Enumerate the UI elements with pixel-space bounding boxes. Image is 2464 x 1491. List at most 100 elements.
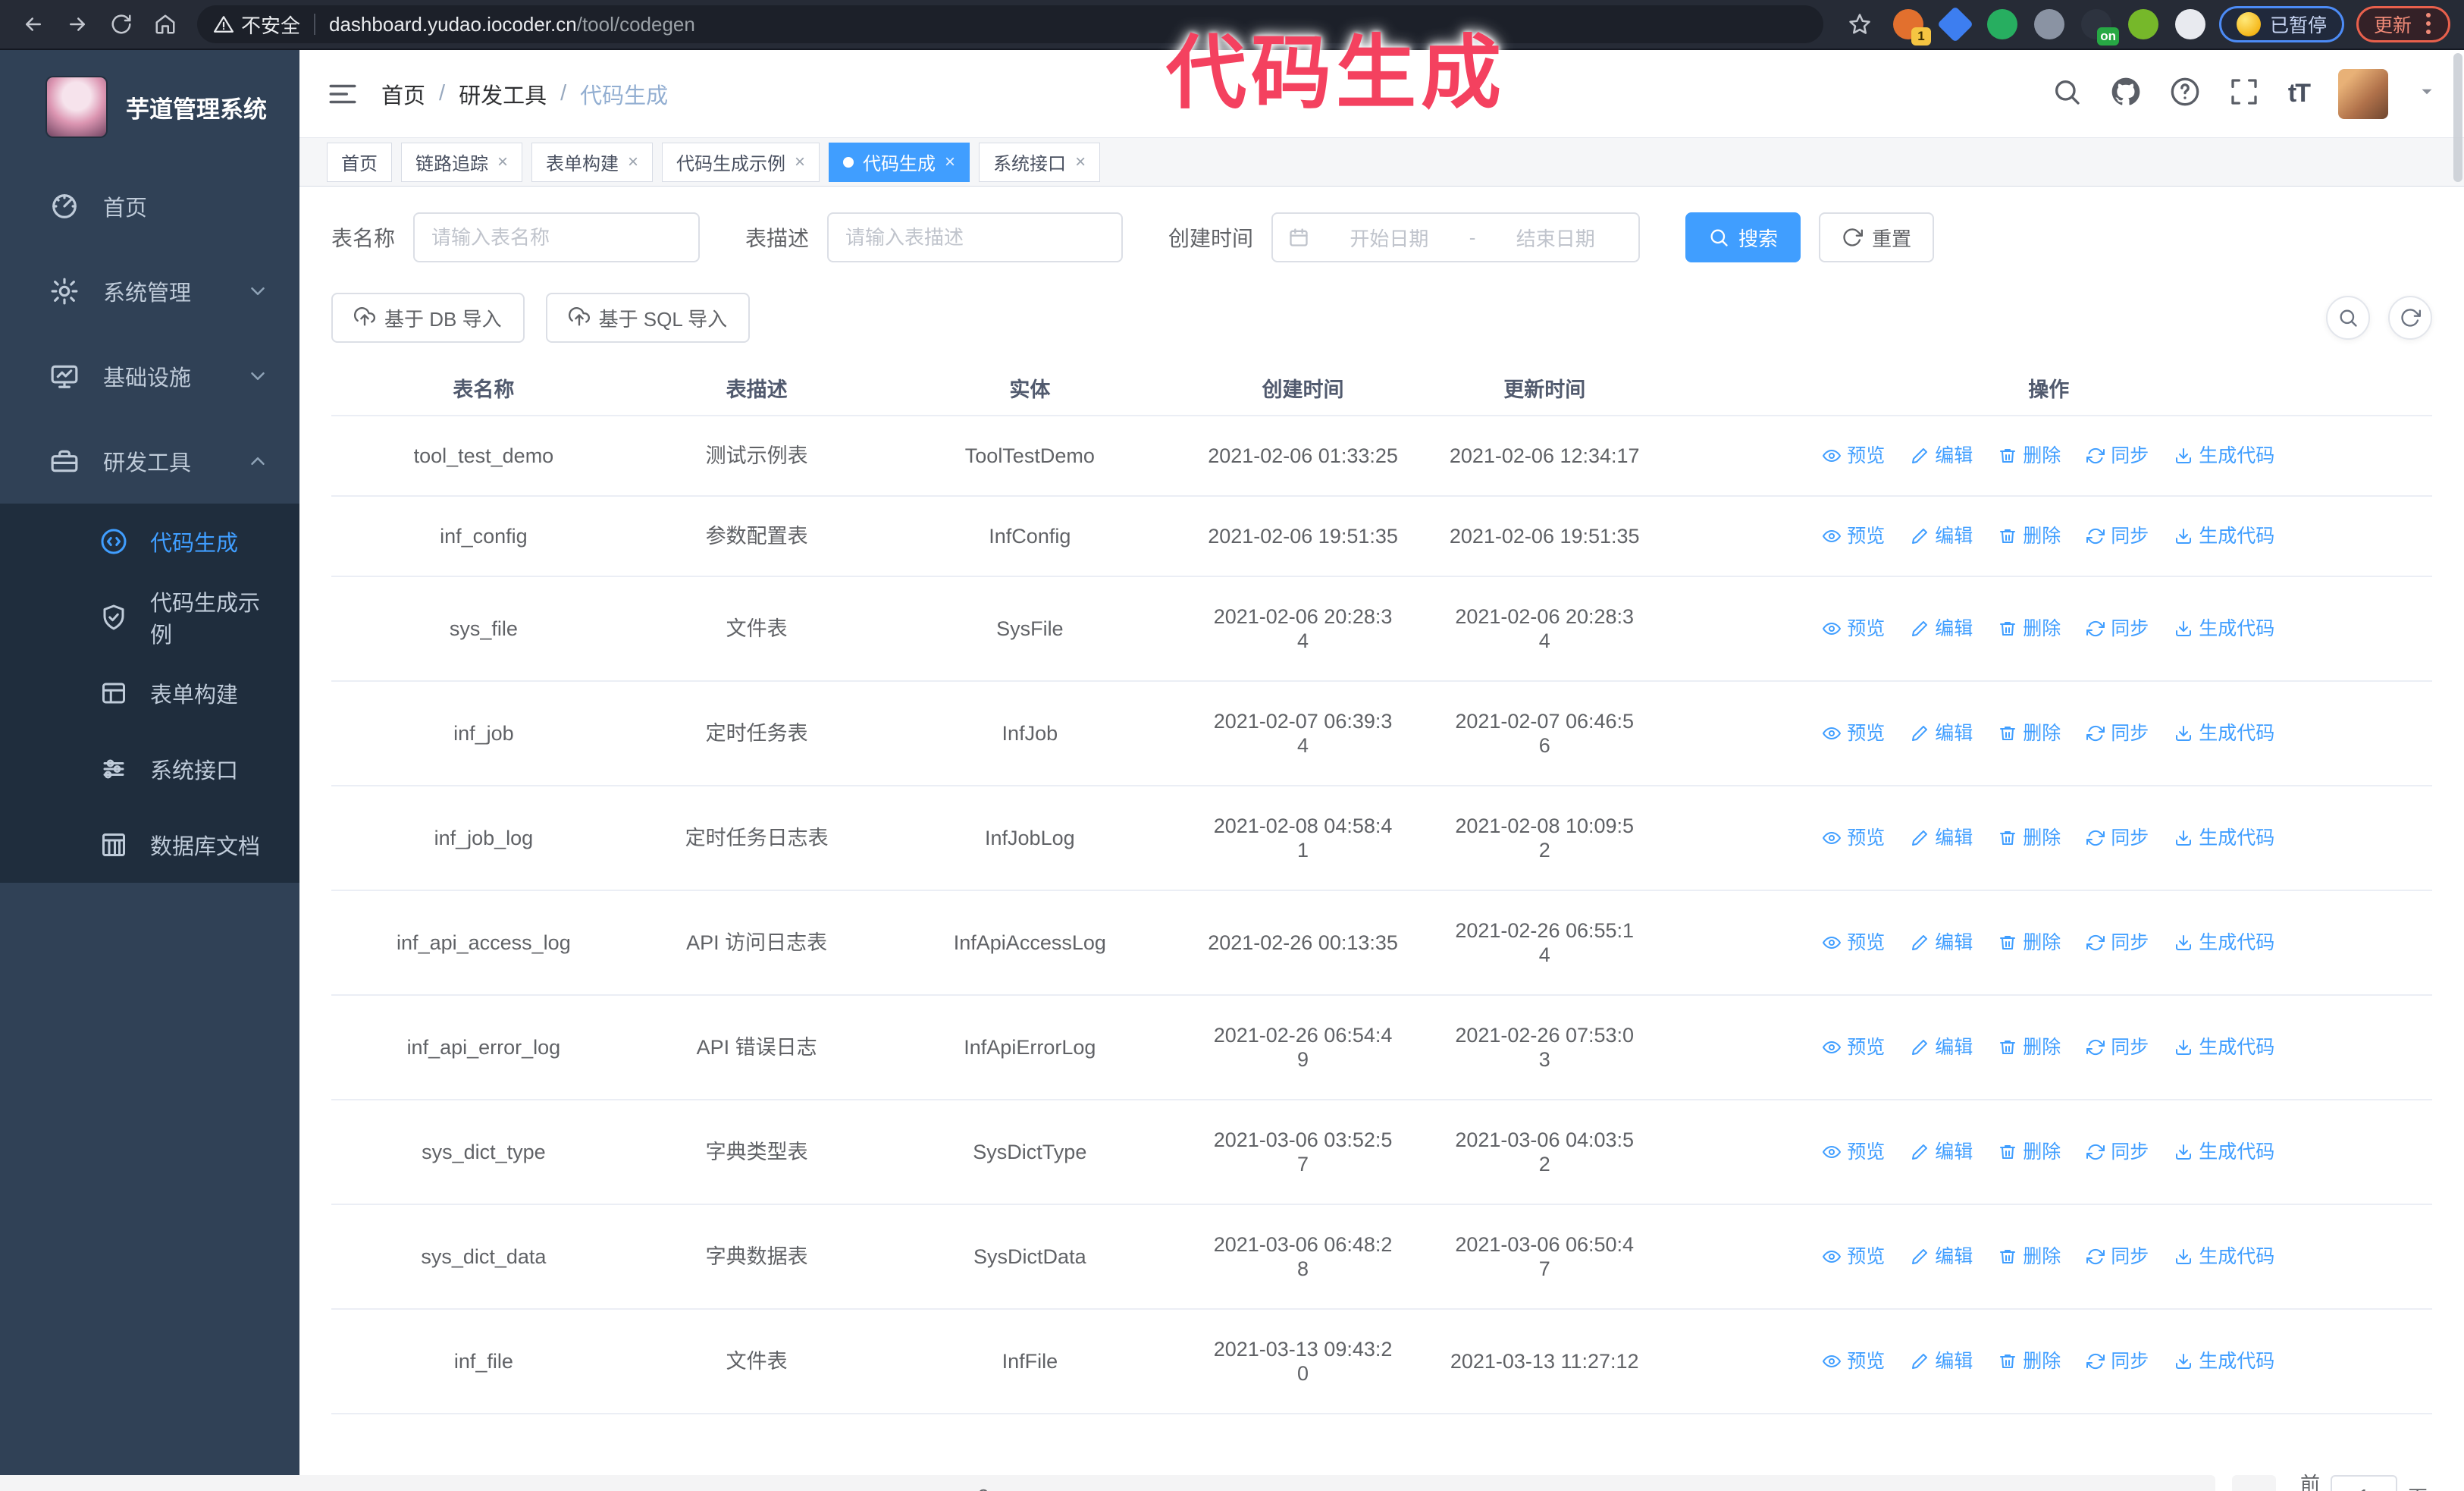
op-download-link[interactable]: 生成代码	[2174, 617, 2274, 641]
view-tab-5[interactable]: 代码生成 ×	[829, 142, 970, 182]
ext-dark-list-icon[interactable]: on	[2080, 9, 2119, 46]
op-edit-link[interactable]: 编辑	[1911, 617, 1973, 641]
op-eye-link[interactable]: 预览	[1823, 524, 1885, 548]
page-button-2[interactable]: 2	[0, 1474, 2215, 1491]
op-trash-link[interactable]: 删除	[1998, 1349, 2061, 1373]
close-icon[interactable]: ×	[497, 151, 509, 172]
op-sync-link[interactable]: 同步	[2086, 721, 2149, 746]
close-icon[interactable]: ×	[628, 151, 639, 172]
ext-orange-circle-icon[interactable]: 1	[1892, 9, 1931, 46]
kebab-menu-icon[interactable]	[2425, 12, 2433, 36]
op-eye-link[interactable]: 预览	[1823, 444, 1885, 468]
op-download-link[interactable]: 生成代码	[2174, 931, 2274, 955]
paused-pill[interactable]: 已暂停	[2218, 6, 2344, 42]
submenu-item-4[interactable]: 系统接口	[0, 731, 299, 807]
search-button[interactable]: 搜索	[1685, 212, 1801, 262]
reload-icon[interactable]	[102, 5, 141, 44]
sidebar-item-4[interactable]: 研发工具	[0, 419, 299, 504]
import-sql-button[interactable]: 基于 SQL 导入	[545, 293, 751, 343]
op-eye-link[interactable]: 预览	[1823, 1349, 1885, 1373]
caret-down-icon[interactable]	[2417, 82, 2437, 105]
close-icon[interactable]: ×	[1075, 151, 1086, 172]
security-warning[interactable]: 不安全	[214, 11, 300, 39]
op-trash-link[interactable]: 删除	[1998, 1035, 2061, 1059]
op-edit-link[interactable]: 编辑	[1911, 524, 1973, 548]
op-download-link[interactable]: 生成代码	[2174, 826, 2274, 850]
op-sync-link[interactable]: 同步	[2086, 1245, 2149, 1269]
date-range-picker[interactable]: 开始日期 - 结束日期	[1271, 212, 1641, 262]
home-icon[interactable]	[146, 5, 185, 44]
op-edit-link[interactable]: 编辑	[1911, 1245, 1973, 1269]
ext-green-check-icon[interactable]	[1986, 9, 2017, 39]
op-sync-link[interactable]: 同步	[2086, 444, 2149, 468]
op-trash-link[interactable]: 删除	[1998, 826, 2061, 850]
import-db-button[interactable]: 基于 DB 导入	[331, 293, 525, 343]
submenu-item-1[interactable]: 代码生成	[0, 504, 299, 579]
op-sync-link[interactable]: 同步	[2086, 617, 2149, 641]
op-eye-link[interactable]: 预览	[1823, 1245, 1885, 1269]
breadcrumb-item[interactable]: 首页	[381, 83, 426, 108]
sidebar-item-1[interactable]: 首页	[0, 164, 299, 249]
op-eye-link[interactable]: 预览	[1823, 931, 1885, 955]
window-scrollbar[interactable]	[2453, 53, 2462, 1486]
sidebar-logo[interactable]: 芋道管理系统	[0, 50, 299, 164]
op-eye-link[interactable]: 预览	[1823, 1140, 1885, 1164]
op-download-link[interactable]: 生成代码	[2174, 444, 2274, 468]
address-bar[interactable]: 不安全 dashboard.yudao.iocoder.cn /tool/cod…	[197, 5, 1823, 43]
close-icon[interactable]: ×	[795, 151, 806, 172]
op-download-link[interactable]: 生成代码	[2174, 524, 2274, 548]
submenu-item-3[interactable]: 表单构建	[0, 655, 299, 731]
op-eye-link[interactable]: 预览	[1823, 617, 1885, 641]
help-icon[interactable]	[2170, 77, 2200, 111]
user-avatar[interactable]	[2338, 68, 2388, 119]
toggle-search-button[interactable]	[2326, 296, 2370, 340]
next-page-button[interactable]	[2231, 1474, 2276, 1491]
font-size-icon[interactable]: tT	[2287, 79, 2311, 108]
op-edit-link[interactable]: 编辑	[1911, 1140, 1973, 1164]
op-download-link[interactable]: 生成代码	[2174, 721, 2274, 746]
breadcrumb-item[interactable]: 代码生成	[580, 83, 669, 108]
op-trash-link[interactable]: 删除	[1998, 444, 2061, 468]
op-sync-link[interactable]: 同步	[2086, 931, 2149, 955]
table-desc-input[interactable]	[827, 212, 1124, 262]
op-trash-link[interactable]: 删除	[1998, 1140, 2061, 1164]
submenu-item-5[interactable]: 数据库文档	[0, 807, 299, 883]
op-trash-link[interactable]: 删除	[1998, 931, 2061, 955]
op-trash-link[interactable]: 删除	[1998, 721, 2061, 746]
op-sync-link[interactable]: 同步	[2086, 1140, 2149, 1164]
op-download-link[interactable]: 生成代码	[2174, 1349, 2274, 1373]
op-edit-link[interactable]: 编辑	[1911, 1349, 1973, 1373]
op-eye-link[interactable]: 预览	[1823, 721, 1885, 746]
sidebar-item-3[interactable]: 基础设施	[0, 334, 299, 419]
op-edit-link[interactable]: 编辑	[1911, 1035, 1973, 1059]
search-icon[interactable]	[2052, 77, 2082, 111]
view-tab-6[interactable]: 系统接口 ×	[979, 142, 1101, 182]
op-download-link[interactable]: 生成代码	[2174, 1035, 2274, 1059]
view-tab-1[interactable]: 首页	[327, 142, 392, 182]
fullscreen-icon[interactable]	[2229, 77, 2259, 111]
op-edit-link[interactable]: 编辑	[1911, 826, 1973, 850]
bookmark-star-icon[interactable]	[1840, 5, 1879, 44]
view-tab-3[interactable]: 表单构建 ×	[531, 142, 654, 182]
op-trash-link[interactable]: 删除	[1998, 1245, 2061, 1269]
op-eye-link[interactable]: 预览	[1823, 826, 1885, 850]
ext-green-bot-icon[interactable]	[2127, 9, 2158, 39]
op-download-link[interactable]: 生成代码	[2174, 1245, 2274, 1269]
forward-icon[interactable]	[58, 5, 97, 44]
op-download-link[interactable]: 生成代码	[2174, 1140, 2274, 1164]
scrollbar-thumb[interactable]	[2453, 53, 2462, 182]
goto-page-input[interactable]	[2330, 1474, 2397, 1491]
op-trash-link[interactable]: 删除	[1998, 617, 2061, 641]
op-sync-link[interactable]: 同步	[2086, 826, 2149, 850]
submenu-item-2[interactable]: 代码生成示例	[0, 579, 299, 655]
op-edit-link[interactable]: 编辑	[1911, 721, 1973, 746]
op-eye-link[interactable]: 预览	[1823, 1035, 1885, 1059]
view-tab-2[interactable]: 链路追踪 ×	[401, 142, 523, 182]
ext-puzzle-icon[interactable]	[2174, 9, 2205, 39]
table-name-input[interactable]	[413, 212, 701, 262]
op-sync-link[interactable]: 同步	[2086, 1349, 2149, 1373]
op-edit-link[interactable]: 编辑	[1911, 931, 1973, 955]
op-edit-link[interactable]: 编辑	[1911, 444, 1973, 468]
view-tab-4[interactable]: 代码生成示例 ×	[662, 142, 820, 182]
breadcrumb-item[interactable]: 研发工具	[459, 83, 547, 108]
